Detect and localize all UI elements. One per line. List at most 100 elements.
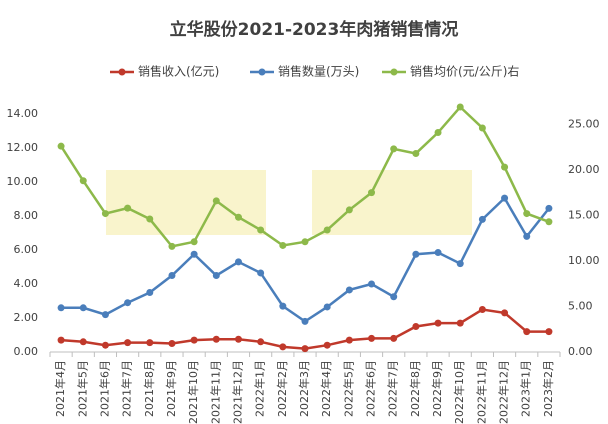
y-tick-label: 4.00 bbox=[14, 277, 39, 290]
y2-tick-label: 15.00 bbox=[568, 208, 600, 221]
data-point bbox=[124, 204, 132, 212]
data-point bbox=[434, 319, 442, 327]
x-tick-label: 2021年11月 bbox=[208, 360, 222, 424]
data-point bbox=[257, 269, 265, 277]
data-point bbox=[212, 272, 220, 279]
data-point bbox=[456, 103, 464, 111]
data-point bbox=[545, 328, 553, 336]
data-point bbox=[368, 334, 376, 342]
legend-label: 销售数量(万头) bbox=[278, 64, 359, 79]
data-point bbox=[57, 142, 65, 150]
data-point bbox=[434, 249, 442, 257]
data-point bbox=[190, 238, 198, 246]
data-point bbox=[124, 299, 132, 307]
data-point bbox=[257, 226, 265, 234]
data-point bbox=[79, 338, 87, 346]
data-point bbox=[390, 145, 398, 153]
data-point bbox=[545, 218, 553, 226]
data-point bbox=[501, 309, 509, 317]
x-tick-label: 2022年10月 bbox=[452, 360, 466, 424]
data-point bbox=[345, 286, 353, 294]
data-point bbox=[323, 226, 331, 234]
legend-label: 销售收入(亿元) bbox=[138, 64, 219, 79]
data-point bbox=[279, 302, 287, 310]
data-point bbox=[368, 189, 376, 197]
legend-marker bbox=[390, 68, 398, 76]
y2-tick-label: 0.00 bbox=[568, 345, 593, 358]
data-point bbox=[523, 232, 531, 240]
data-point bbox=[101, 341, 109, 349]
data-point bbox=[523, 328, 531, 336]
data-point bbox=[345, 336, 353, 344]
data-point bbox=[234, 258, 242, 266]
data-point bbox=[323, 341, 331, 349]
x-tick-label: 2023年1月 bbox=[519, 360, 533, 417]
x-tick-label: 2022年1月 bbox=[253, 360, 267, 417]
legend-label: 销售均价(元/公斤)右 bbox=[410, 64, 519, 79]
data-point bbox=[279, 241, 287, 249]
y-tick-label: 12.00 bbox=[7, 141, 39, 154]
data-point bbox=[79, 304, 87, 312]
data-point bbox=[146, 339, 154, 347]
data-point bbox=[501, 194, 509, 202]
data-point bbox=[412, 323, 420, 330]
data-point bbox=[301, 345, 309, 353]
data-point bbox=[456, 260, 464, 268]
data-point bbox=[146, 215, 154, 223]
data-point bbox=[390, 334, 398, 342]
y-tick-label: 2.00 bbox=[14, 311, 39, 324]
data-point bbox=[168, 272, 176, 279]
data-point bbox=[501, 163, 509, 171]
data-point bbox=[390, 293, 398, 301]
x-tick-label: 2022年5月 bbox=[341, 360, 355, 417]
data-point bbox=[456, 319, 464, 327]
data-point bbox=[478, 306, 486, 313]
x-tick-label: 2022年4月 bbox=[319, 360, 333, 417]
data-point bbox=[545, 204, 553, 212]
data-point bbox=[412, 250, 420, 258]
x-tick-label: 2022年3月 bbox=[297, 360, 311, 417]
data-point bbox=[146, 289, 154, 296]
watermark-box bbox=[106, 170, 266, 235]
data-point bbox=[168, 242, 176, 250]
data-point bbox=[478, 215, 486, 223]
data-point bbox=[57, 336, 65, 344]
x-tick-label: 2022年11月 bbox=[474, 360, 488, 424]
x-tick-label: 2022年6月 bbox=[364, 360, 378, 417]
data-point bbox=[368, 280, 376, 288]
x-tick-label: 2023年2月 bbox=[541, 360, 555, 417]
y2-tick-label: 20.00 bbox=[568, 163, 600, 176]
data-point bbox=[234, 335, 242, 343]
x-tick-label: 2022年8月 bbox=[408, 360, 422, 417]
data-point bbox=[412, 149, 420, 157]
watermark-box bbox=[312, 170, 472, 235]
x-tick-label: 2021年12月 bbox=[230, 360, 244, 424]
data-point bbox=[57, 304, 65, 312]
y2-tick-label: 10.00 bbox=[568, 254, 600, 267]
legend-marker bbox=[258, 68, 266, 76]
data-point bbox=[478, 124, 486, 132]
x-tick-label: 2021年4月 bbox=[53, 360, 67, 417]
data-point bbox=[212, 197, 220, 205]
data-point bbox=[257, 338, 265, 346]
y-tick-label: 6.00 bbox=[14, 243, 39, 256]
x-tick-label: 2021年7月 bbox=[120, 360, 134, 417]
chart-title: 立华股份2021-2023年肉猪销售情况 bbox=[170, 19, 459, 40]
x-tick-label: 2021年10月 bbox=[186, 360, 200, 424]
y-tick-label: 10.00 bbox=[7, 175, 39, 188]
legend-marker bbox=[118, 68, 126, 76]
data-point bbox=[345, 206, 353, 214]
x-tick-label: 2022年12月 bbox=[497, 360, 511, 424]
y-tick-label: 8.00 bbox=[14, 209, 39, 222]
y-tick-label: 14.00 bbox=[7, 107, 39, 120]
x-tick-label: 2022年2月 bbox=[275, 360, 289, 417]
data-point bbox=[190, 250, 198, 258]
data-point bbox=[301, 317, 309, 325]
data-point bbox=[523, 210, 531, 218]
x-tick-label: 2021年9月 bbox=[164, 360, 178, 417]
x-tick-label: 2022年9月 bbox=[430, 360, 444, 417]
data-point bbox=[434, 129, 442, 137]
y2-tick-label: 25.00 bbox=[568, 117, 600, 130]
x-tick-label: 2021年6月 bbox=[97, 360, 111, 417]
